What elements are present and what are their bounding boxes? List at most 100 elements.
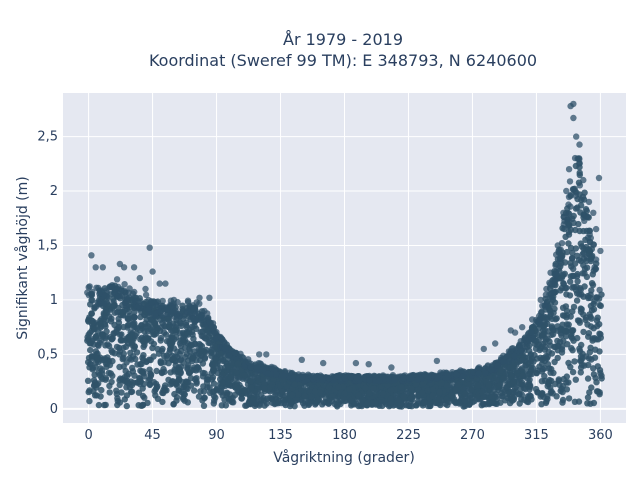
data-point <box>556 381 563 388</box>
data-point <box>310 372 317 380</box>
data-point <box>572 192 579 199</box>
y-tick-label: 2 <box>50 184 58 199</box>
data-point <box>223 390 231 397</box>
data-point <box>102 401 109 409</box>
data-point <box>453 371 460 378</box>
data-point <box>156 280 163 287</box>
data-point <box>147 338 155 345</box>
data-point <box>163 306 170 313</box>
data-point <box>93 332 100 340</box>
y-tick-label: 1,5 <box>37 238 58 253</box>
data-point <box>102 333 110 340</box>
data-point <box>465 381 473 388</box>
data-point <box>587 239 594 246</box>
data-point <box>500 375 508 382</box>
data-point <box>240 354 247 362</box>
data-point <box>347 374 355 381</box>
data-point <box>299 373 306 381</box>
data-point <box>525 337 533 344</box>
data-point <box>429 392 436 400</box>
data-point <box>214 369 221 377</box>
data-point <box>153 299 160 306</box>
data-point <box>551 278 559 285</box>
data-point <box>391 376 398 384</box>
data-point <box>217 364 224 372</box>
data-point <box>537 296 544 304</box>
data-point <box>424 387 431 394</box>
data-point <box>102 317 110 324</box>
data-point <box>581 265 589 272</box>
data-point <box>480 345 487 353</box>
data-point <box>286 369 293 376</box>
data-point <box>124 315 131 322</box>
data-point <box>357 398 364 405</box>
data-point <box>388 364 395 371</box>
data-point <box>197 388 204 395</box>
data-point <box>558 349 566 356</box>
data-point <box>149 268 156 275</box>
data-point <box>195 350 203 357</box>
data-point <box>117 375 124 382</box>
data-point <box>120 264 128 271</box>
data-point <box>346 386 353 393</box>
data-point <box>580 293 587 300</box>
data-point <box>407 395 414 402</box>
data-point <box>111 301 118 308</box>
data-point <box>508 345 515 352</box>
data-point <box>157 359 165 367</box>
data-point <box>480 401 487 408</box>
data-point <box>210 380 218 387</box>
data-point <box>261 385 268 392</box>
x-axis-ticks: 0 45 90 135 180 225 270 315 360 <box>84 428 612 443</box>
data-point <box>551 299 559 306</box>
data-point <box>152 380 160 388</box>
data-point <box>543 398 550 405</box>
data-point <box>569 272 576 279</box>
y-axis-title: Signifikant våghöjd (m) <box>14 176 31 339</box>
data-point <box>86 283 93 290</box>
data-point <box>468 386 475 393</box>
data-point <box>461 397 469 404</box>
x-tick-label: 45 <box>144 428 161 443</box>
data-point <box>189 331 196 338</box>
data-point <box>212 356 219 363</box>
data-point <box>597 247 604 255</box>
x-tick-label: 360 <box>588 428 613 443</box>
data-point <box>93 392 101 399</box>
data-point <box>242 386 249 394</box>
data-point <box>196 340 203 348</box>
data-point <box>126 384 133 391</box>
data-point <box>218 335 226 343</box>
data-point <box>203 379 211 386</box>
data-point <box>576 141 583 148</box>
data-point <box>526 380 533 387</box>
data-point <box>137 313 144 321</box>
data-point <box>226 397 233 404</box>
data-point <box>221 396 228 403</box>
data-point <box>132 298 139 305</box>
data-point <box>89 288 96 296</box>
data-point <box>91 325 99 333</box>
data-point <box>511 329 519 336</box>
data-point <box>183 378 191 385</box>
data-point <box>553 271 560 278</box>
data-point <box>247 360 255 367</box>
data-point <box>144 323 152 330</box>
data-point <box>539 332 547 339</box>
data-point <box>328 393 336 400</box>
data-point <box>261 380 268 387</box>
data-point <box>583 257 590 265</box>
data-point <box>325 375 333 382</box>
data-point <box>268 381 276 388</box>
data-point <box>122 343 130 350</box>
data-point <box>444 371 451 378</box>
data-point <box>511 352 518 360</box>
data-point <box>589 271 596 278</box>
data-point <box>565 166 573 173</box>
data-point <box>541 372 548 380</box>
data-point <box>132 332 139 339</box>
data-point <box>533 369 540 377</box>
data-point <box>116 331 124 338</box>
data-point <box>93 351 100 358</box>
